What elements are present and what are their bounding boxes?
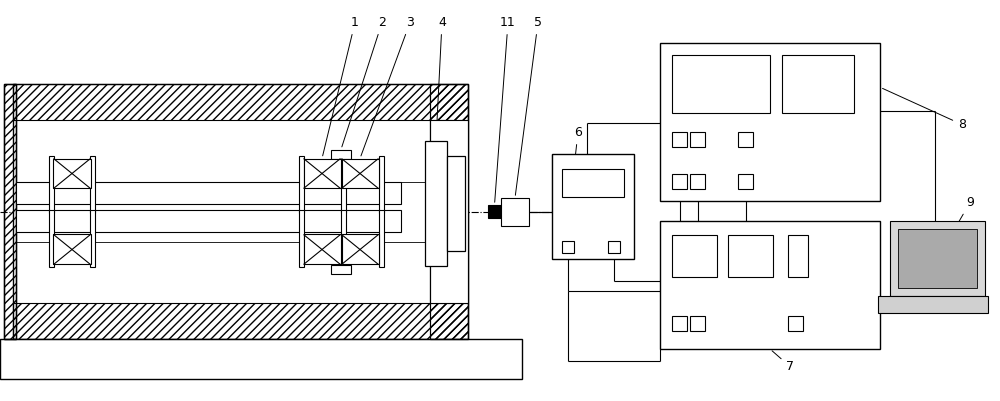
Bar: [48, 209, 54, 267]
Bar: [53, 158, 90, 188]
Bar: [488, 205, 501, 218]
Bar: [304, 235, 340, 265]
Bar: [660, 43, 880, 201]
Bar: [90, 209, 95, 267]
Bar: [430, 84, 468, 339]
Bar: [425, 141, 447, 266]
Bar: [13, 303, 468, 339]
Text: 2: 2: [342, 16, 386, 147]
Circle shape: [565, 214, 583, 232]
Bar: [13, 84, 468, 120]
Bar: [430, 84, 468, 339]
Bar: [672, 55, 770, 113]
Bar: [48, 156, 54, 213]
Bar: [299, 209, 304, 267]
Bar: [782, 55, 854, 113]
Text: 9: 9: [939, 196, 974, 256]
Bar: [660, 221, 880, 349]
Bar: [672, 316, 687, 331]
Bar: [562, 241, 574, 253]
Bar: [378, 209, 384, 267]
Bar: [331, 265, 351, 273]
Bar: [608, 241, 620, 253]
Bar: [890, 221, 985, 296]
Bar: [304, 158, 340, 188]
Bar: [16, 211, 401, 233]
Circle shape: [589, 214, 607, 232]
Bar: [878, 296, 988, 313]
Bar: [690, 132, 705, 147]
Bar: [690, 174, 705, 189]
Bar: [788, 316, 803, 331]
Text: 1: 1: [323, 16, 359, 156]
Text: 8: 8: [883, 88, 966, 131]
Bar: [299, 156, 304, 213]
Text: 5: 5: [515, 16, 542, 195]
Text: 11: 11: [495, 16, 516, 202]
Text: 4: 4: [436, 16, 446, 138]
Text: 7: 7: [772, 351, 794, 373]
Bar: [728, 235, 773, 277]
Text: 6: 6: [572, 126, 582, 183]
Bar: [552, 154, 634, 259]
Bar: [0, 339, 522, 379]
Bar: [13, 84, 468, 339]
Bar: [672, 174, 687, 189]
Bar: [672, 235, 717, 277]
Bar: [342, 158, 378, 188]
Bar: [4, 84, 16, 339]
Bar: [898, 229, 977, 288]
Bar: [90, 156, 95, 213]
Bar: [342, 235, 378, 265]
Bar: [562, 169, 624, 197]
Bar: [331, 150, 351, 158]
Bar: [4, 84, 16, 339]
Bar: [788, 235, 808, 277]
Bar: [447, 156, 465, 251]
Bar: [340, 156, 346, 213]
Bar: [738, 174, 753, 189]
Bar: [501, 198, 529, 226]
Bar: [340, 209, 346, 267]
Bar: [26, 121, 467, 302]
Bar: [53, 235, 90, 265]
Bar: [672, 132, 687, 147]
Text: 3: 3: [361, 16, 414, 156]
Bar: [378, 156, 384, 213]
Bar: [16, 182, 401, 205]
Bar: [738, 132, 753, 147]
Bar: [690, 316, 705, 331]
Bar: [430, 120, 468, 303]
